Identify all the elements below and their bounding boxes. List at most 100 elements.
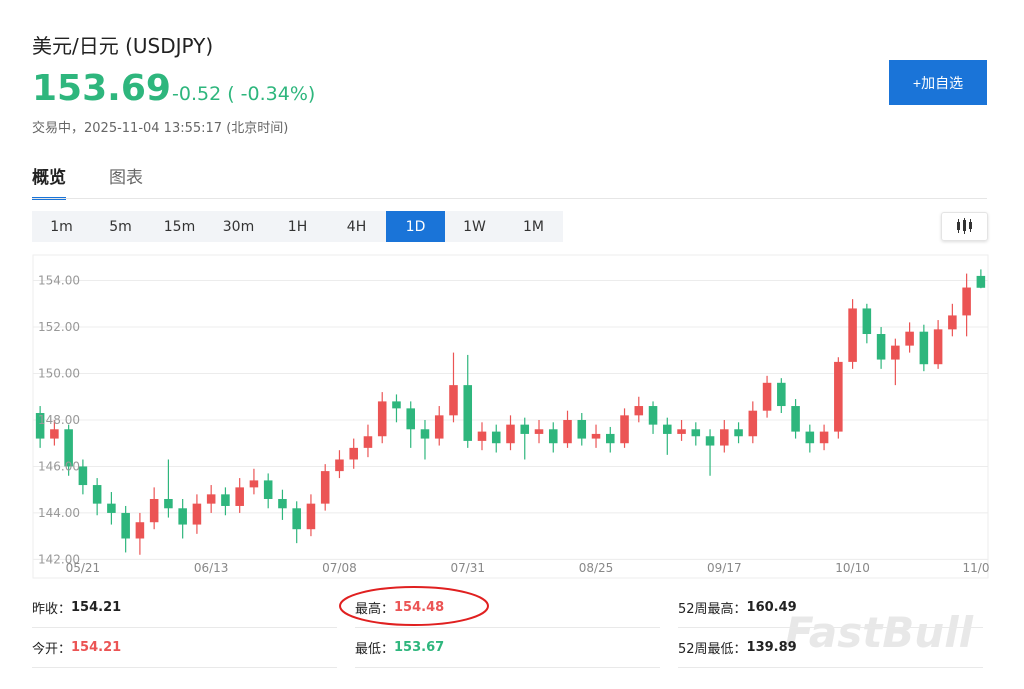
interval-button[interactable]: 5m: [109, 218, 132, 235]
candle-body: [748, 410, 758, 437]
candle-body: [805, 431, 815, 444]
x-tick-label: 07/08: [322, 561, 357, 575]
x-tick-label: 06/13: [194, 561, 229, 575]
candle-body: [862, 308, 872, 335]
title: 美元/日元 (USDJPY): [32, 34, 214, 58]
y-tick-label: 142.00: [38, 552, 80, 566]
candle-body: [491, 431, 501, 444]
candle-body: [164, 498, 173, 509]
y-tick-label: 146.00: [38, 459, 80, 473]
stat-label: 52周最高：: [678, 602, 747, 617]
candle-body: [477, 431, 487, 441]
candle-body: [577, 419, 587, 439]
y-tick-label: 144.00: [38, 506, 80, 520]
candle-body: [50, 429, 59, 439]
candle-body: [121, 512, 130, 539]
stat: 52周最低： 139.89: [678, 628, 983, 668]
candle-body: [705, 436, 715, 446]
stat: 最低： 153.67: [355, 628, 660, 668]
interval-button[interactable]: 1M: [523, 218, 544, 235]
interval-bar: 1m 5m 15m 30m 1H 4H 1D 1W 1M: [32, 211, 563, 242]
candle-body: [648, 406, 658, 425]
candle-body: [278, 498, 287, 509]
candle-body: [634, 406, 644, 416]
stat-value: 139.89: [746, 640, 797, 655]
interval-button[interactable]: 1m: [50, 218, 73, 235]
candle-body: [976, 275, 986, 288]
candle-body: [406, 408, 415, 430]
stat-label: 最低：: [355, 642, 395, 657]
candle-body: [791, 406, 800, 432]
candle-body: [178, 508, 187, 525]
candle-body: [520, 424, 530, 434]
candle-body: [235, 487, 244, 506]
x-tick-label: 07/31: [450, 561, 485, 575]
candle-body: [962, 287, 971, 316]
y-tick-label: 148.00: [38, 413, 80, 427]
candle-body: [876, 334, 886, 360]
stat: 52周最高： 160.49: [678, 588, 983, 628]
candle-body: [677, 429, 686, 434]
y-tick-label: 152.00: [38, 320, 80, 334]
candle-body: [691, 429, 701, 437]
chart-type-button[interactable]: [941, 212, 988, 241]
watermark: FastBull: [785, 608, 973, 657]
candle-body: [434, 415, 444, 439]
stat: 今开： 154.21: [32, 628, 337, 668]
candle-body: [135, 522, 145, 539]
y-tick-label: 154.00: [38, 274, 80, 288]
candle-body: [149, 498, 159, 523]
candle-body: [548, 429, 558, 444]
candle-body: [506, 424, 515, 444]
stat-value: 154.21: [71, 600, 122, 615]
candle-body: [420, 429, 430, 439]
stat: 最高： 154.48: [355, 588, 660, 628]
stat-value: 153.67: [394, 640, 445, 655]
candle-body: [463, 385, 473, 441]
candle-body: [35, 413, 45, 439]
candle-body: [221, 494, 230, 506]
price: 153.69: [32, 68, 171, 109]
candle-body: [663, 424, 672, 434]
stat-value: 154.48: [394, 600, 445, 615]
price-change: -0.52 ( -0.34%): [172, 83, 316, 105]
candle-body: [349, 447, 358, 460]
candle-body: [320, 471, 330, 504]
interval-button[interactable]: 1D: [386, 211, 445, 242]
candle-body: [762, 382, 772, 411]
chart: 142.00 144.00 146.00 148.00 150.00 152.00 154.…: [32, 254, 990, 579]
interval-button[interactable]: 1W: [463, 218, 486, 235]
stat-label: 今开：: [32, 642, 72, 657]
candle-body: [848, 308, 857, 362]
candle-body: [363, 436, 373, 448]
tab[interactable]: 概览: [32, 163, 66, 200]
add-watchlist-button[interactable]: +加自选: [889, 60, 987, 105]
candle-body: [777, 382, 786, 407]
candle-body: [78, 466, 88, 486]
candle-body: [107, 503, 116, 513]
interval-button[interactable]: 1H: [287, 218, 308, 235]
stat: 昨收： 154.21: [32, 588, 337, 628]
tab[interactable]: 图表: [109, 168, 143, 188]
candle-body: [192, 503, 202, 525]
divider: [32, 198, 987, 199]
candle-body: [563, 419, 572, 444]
y-tick-label: 150.00: [38, 367, 80, 381]
stat-label: 昨收：: [32, 602, 72, 617]
candle-body: [834, 361, 843, 432]
candle-body: [606, 433, 615, 444]
candle-body: [449, 385, 458, 416]
status: 交易中，2025-11-04 13:55:17 (北京时间): [32, 121, 289, 136]
x-tick-label: 11/0: [963, 561, 990, 575]
candle-body: [335, 459, 344, 472]
stats: 昨收： 154.21 最高： 154.48 52周最高： 160.49 今开： 154.21 最…: [32, 588, 992, 668]
candle-body: [919, 331, 929, 365]
icon: [957, 218, 972, 234]
interval-button[interactable]: 30m: [222, 218, 255, 235]
candle-body: [819, 431, 829, 444]
interval-button[interactable]: 4H: [346, 218, 367, 235]
candle-body: [64, 429, 73, 467]
stat-value: 160.49: [746, 600, 797, 615]
candle-body: [620, 415, 629, 444]
interval-button[interactable]: 15m: [163, 218, 196, 235]
